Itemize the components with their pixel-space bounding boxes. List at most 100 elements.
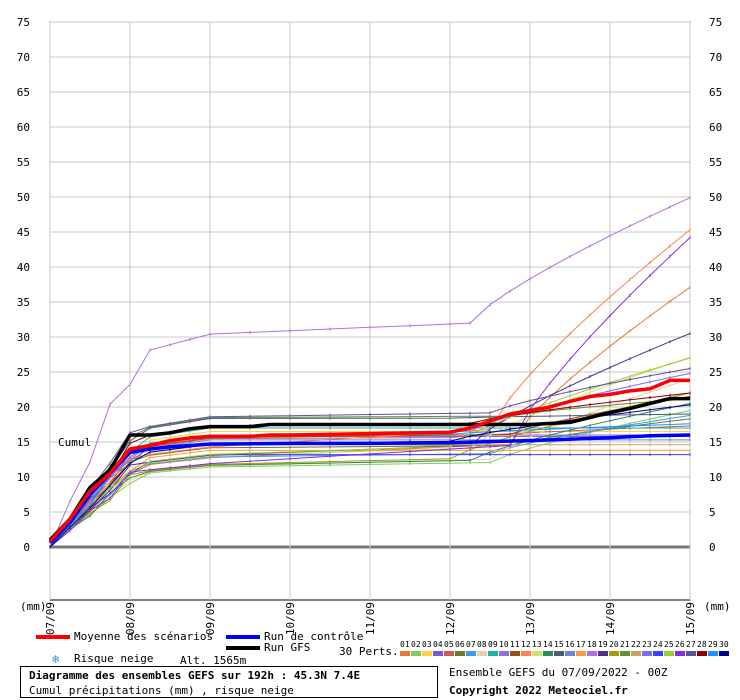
pert-legend-swatch xyxy=(587,651,597,656)
y-tick-label-right: 25 xyxy=(709,366,722,379)
pert-legend-swatch xyxy=(433,651,443,656)
pert-legend-swatch xyxy=(521,651,531,656)
y-tick-label-left: 20 xyxy=(17,401,30,414)
x-tick-label: 10/09 xyxy=(284,602,297,635)
pert-legend-number: 02 xyxy=(411,640,421,649)
y-tick-label-left: 10 xyxy=(17,471,30,484)
x-tick-label: 08/09 xyxy=(124,602,137,635)
y-annotation-cumul: Cumul xyxy=(58,436,91,449)
y-tick-label-left: 30 xyxy=(17,331,30,344)
pert-legend-swatch xyxy=(653,651,663,656)
pert-legend-swatch xyxy=(411,651,421,656)
legend-control-label: Run de contrôle xyxy=(264,630,364,643)
pert-legend-swatch xyxy=(620,651,630,656)
pert-legend-number: 10 xyxy=(499,640,509,649)
pert-legend-swatch xyxy=(554,651,564,656)
y-axis-label-left: (mm) xyxy=(20,600,47,613)
pert-legend-swatch xyxy=(697,651,707,656)
x-tick-label: 14/09 xyxy=(604,602,617,635)
pert-legend-swatch xyxy=(499,651,509,656)
y-tick-label-right: 10 xyxy=(709,471,722,484)
x-tick-label: 12/09 xyxy=(444,602,457,635)
legend-snow-label: Risque neige xyxy=(74,652,154,665)
pert-legend-number: 26 xyxy=(675,640,685,649)
pert-legend-swatch xyxy=(708,651,718,656)
y-tick-label-left: 35 xyxy=(17,296,30,309)
x-axis-ticks: 07/09 08/09 09/09 10/09 11/09 12/09 13/09 14/09… xyxy=(44,602,697,635)
y-tick-label-left: 75 xyxy=(17,16,30,29)
pert-legend-swatch xyxy=(400,651,410,656)
pert-legend-swatch xyxy=(609,651,619,656)
y-tick-label-right: 30 xyxy=(709,331,722,344)
y-tick-label-right: 20 xyxy=(709,401,722,414)
x-tick-label: 13/09 xyxy=(524,602,537,635)
pert-legend-number: 08 xyxy=(477,640,487,649)
legend-control-swatch xyxy=(226,635,260,639)
pert-legend-swatch xyxy=(675,651,685,656)
chart-title: Diagramme des ensembles GEFS sur 192h : … xyxy=(29,669,361,682)
y-tick-label-left: 55 xyxy=(17,156,30,169)
y-tick-label-right: 55 xyxy=(709,156,722,169)
pert-legend-swatch xyxy=(455,651,465,656)
y-tick-label-left: 65 xyxy=(17,86,30,99)
y-tick-label-right: 70 xyxy=(709,51,722,64)
pert-legend-number: 27 xyxy=(686,640,696,649)
main-series-lines xyxy=(48,378,691,545)
pert-legend-swatch xyxy=(565,651,575,656)
y-tick-label-right: 35 xyxy=(709,296,722,309)
pert-legend-number: 05 xyxy=(444,640,454,649)
y-tick-label-left: 15 xyxy=(17,436,30,449)
pert-legend-number: 06 xyxy=(455,640,465,649)
x-tick-label: 11/09 xyxy=(364,602,377,635)
pert-legend-swatch xyxy=(422,651,432,656)
pert-legend-number: 01 xyxy=(400,640,410,649)
pert-legend-swatch xyxy=(466,651,476,656)
pert-legend-number: 30 xyxy=(719,640,729,649)
y-tick-label-left: 70 xyxy=(17,51,30,64)
chart-subtitle: Cumul précipitations (mm) , risque neige xyxy=(29,684,294,697)
x-tick-label: 09/09 xyxy=(204,602,217,635)
legend-altitude: Alt. 1565m xyxy=(180,654,247,667)
pert-legend-number: 09 xyxy=(488,640,498,649)
x-tick-label: 07/09 xyxy=(44,602,57,635)
pert-legend-number: 23 xyxy=(642,640,652,649)
snowflake-icon: ❄ xyxy=(52,652,60,666)
pert-legend-number: 15 xyxy=(554,640,564,649)
pert-legend-swatch xyxy=(631,651,641,656)
x-tick-label: 15/09 xyxy=(684,602,697,635)
y-axis-label-right: (mm) xyxy=(704,600,731,613)
series-line-moyenne-des-sc-narios xyxy=(48,378,690,543)
pert-legend-number: 24 xyxy=(653,640,663,649)
y-tick-label-left: 45 xyxy=(17,226,30,239)
pert-legend-number: 19 xyxy=(598,640,608,649)
pert-legend-number: 18 xyxy=(587,640,597,649)
pert-legend-number: 25 xyxy=(664,640,674,649)
y-tick-label-left: 25 xyxy=(17,366,30,379)
y-tick-label-left: 50 xyxy=(17,191,30,204)
pert-legend-number: 03 xyxy=(422,640,432,649)
pert-legend-swatch xyxy=(642,651,652,656)
run-info: Ensemble GEFS du 07/09/2022 - 00Z xyxy=(449,666,668,679)
legend-gfs-label: Run GFS xyxy=(264,641,311,654)
pert-legend-number: 29 xyxy=(708,640,718,649)
pert-legend-number: 21 xyxy=(620,640,630,649)
pert-legend-swatch xyxy=(664,651,674,656)
chart-grid xyxy=(49,21,691,601)
pert-legend-swatch xyxy=(576,651,586,656)
y-tick-label-right: 65 xyxy=(709,86,722,99)
legend-gfs-swatch xyxy=(226,646,260,650)
y-tick-label-right: 50 xyxy=(709,191,722,204)
pert-legend-swatch xyxy=(598,651,608,656)
pert-legend-swatch xyxy=(543,651,553,656)
pert-legend-number: 22 xyxy=(631,640,641,649)
pert-legend-swatch xyxy=(488,651,498,656)
pert-legend-swatch xyxy=(719,651,729,656)
pert-legend-number: 20 xyxy=(609,640,619,649)
copyright: Copyright 2022 Meteociel.fr xyxy=(449,684,628,697)
y-tick-label-right: 15 xyxy=(709,436,722,449)
pert-legend-number: 11 xyxy=(510,640,520,649)
y-tick-label-right: 40 xyxy=(709,261,722,274)
y-tick-label-left: 60 xyxy=(17,121,30,134)
